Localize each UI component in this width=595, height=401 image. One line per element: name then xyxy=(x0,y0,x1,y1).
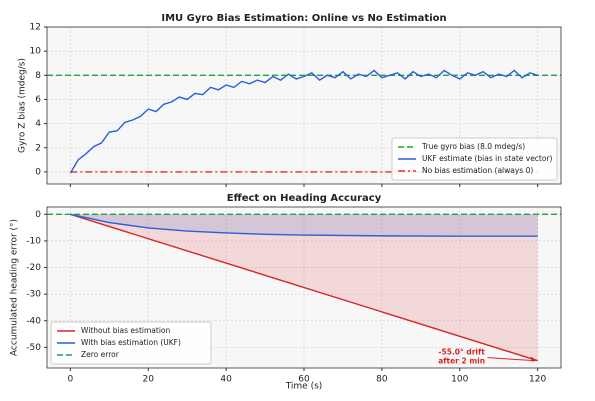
y-tick-label: -40 xyxy=(26,316,41,326)
line xyxy=(70,213,538,237)
y-tick-label: -50 xyxy=(26,343,41,353)
plot-frame xyxy=(46,206,562,369)
legend-label: With bias estimation (UKF) xyxy=(81,338,181,347)
plot xyxy=(47,207,561,368)
line xyxy=(69,69,538,174)
annotation-text: -55.0° drift xyxy=(438,348,485,357)
plot xyxy=(47,27,561,184)
y-tick-label: 6 xyxy=(35,95,41,105)
y-tick-label: 0 xyxy=(35,167,41,177)
x-axis-label: Time (s) xyxy=(285,382,323,392)
arrow-head xyxy=(530,356,538,362)
legend-box xyxy=(391,137,558,181)
annotation-arrow xyxy=(487,357,535,362)
annotation-text: after 2 min xyxy=(438,357,485,366)
y-tick-label: -30 xyxy=(26,290,41,300)
y-tick-label: 8 xyxy=(35,71,41,81)
y-tick-label: 10 xyxy=(30,47,42,57)
x-tick-label: 0 xyxy=(67,375,73,385)
x-tick-label: 40 xyxy=(220,375,232,385)
x-tick-label: 100 xyxy=(451,375,468,385)
chart-title: IMU Gyro Bias Estimation: Online vs No E… xyxy=(161,13,446,24)
legend-label: UKF estimate (bias in state vector) xyxy=(422,154,553,163)
y-axis-label: Gyro Z bias (mdeg/s) xyxy=(18,58,28,153)
y-tick-label: 0 xyxy=(35,210,41,220)
legend-box xyxy=(50,321,212,365)
y-axis-label: Accumulated heading error (°) xyxy=(10,219,20,356)
legend-label: Zero error xyxy=(81,350,120,359)
y-tick-label: 2 xyxy=(35,143,41,153)
x-tick-label: 60 xyxy=(298,375,310,385)
y-tick-label: -10 xyxy=(26,236,41,246)
legend-label: No bias estimation (always 0) xyxy=(422,166,533,175)
x-tick-label: 20 xyxy=(143,375,155,385)
line xyxy=(70,213,538,362)
legend-label: Without bias estimation xyxy=(81,326,170,335)
x-tick-label: 80 xyxy=(376,375,388,385)
y-tick-label: 4 xyxy=(35,119,41,129)
chart-title: Effect on Heading Accuracy xyxy=(227,193,382,204)
plot-frame xyxy=(46,26,562,185)
x-tick-label: 120 xyxy=(529,375,546,385)
y-tick-label: 12 xyxy=(30,23,41,33)
y-tick-label: -20 xyxy=(26,263,41,273)
legend-label: True gyro bias (8.0 mdeg/s) xyxy=(421,142,525,151)
